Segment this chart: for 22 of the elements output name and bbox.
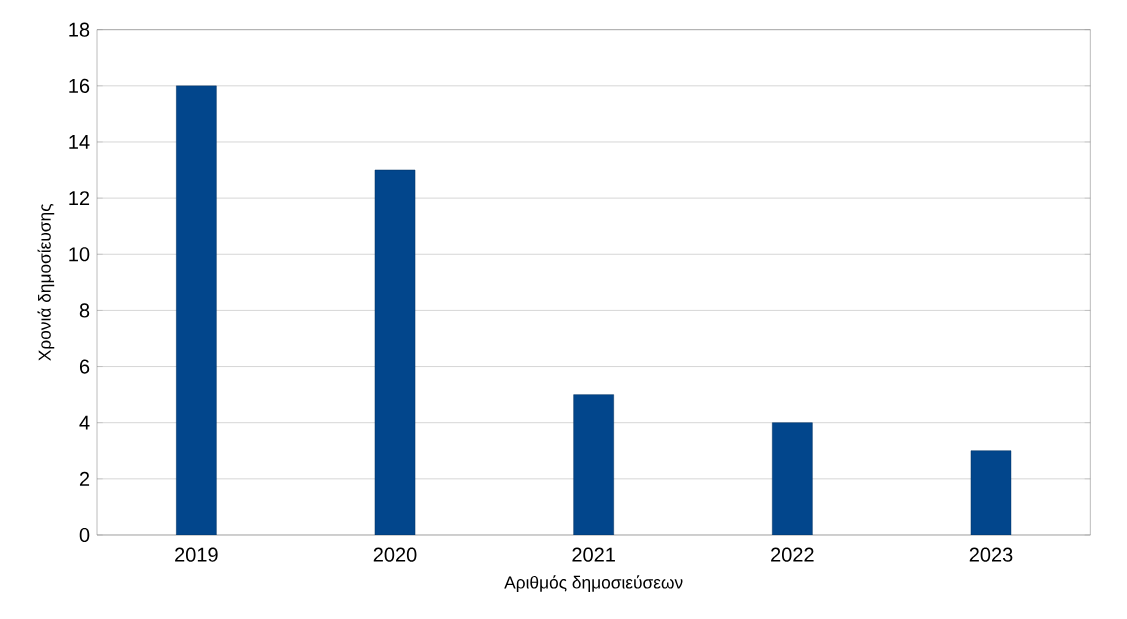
bar <box>176 85 217 535</box>
y-axis-title: Χρονιά δημοσίευσης <box>37 204 55 361</box>
y-tick-label: 16 <box>69 78 90 93</box>
x-tick-label: 2020 <box>373 547 417 562</box>
y-tick-label: 14 <box>69 135 90 149</box>
y-tick-label: 8 <box>79 303 90 318</box>
y-tick-label: 4 <box>79 415 90 430</box>
bar <box>573 394 614 535</box>
x-tick-label: 2021 <box>572 547 615 562</box>
y-tick-label: 12 <box>69 191 90 206</box>
y-tick-label: 2 <box>79 471 90 486</box>
y-tick-label: 0 <box>79 527 90 543</box>
y-tick-label: 10 <box>69 247 90 262</box>
x-tick-label: 2019 <box>175 547 218 562</box>
x-axis-title: Αριθμός δημοσιεύσεων <box>504 575 683 593</box>
x-tick-label: 2023 <box>969 547 1013 562</box>
y-tick-label: 18 <box>69 22 90 37</box>
y-tick-label: 6 <box>79 359 90 374</box>
bar <box>374 169 416 535</box>
x-tick-label: 2022 <box>771 547 814 562</box>
bar <box>970 450 1012 535</box>
bar <box>772 422 813 535</box>
